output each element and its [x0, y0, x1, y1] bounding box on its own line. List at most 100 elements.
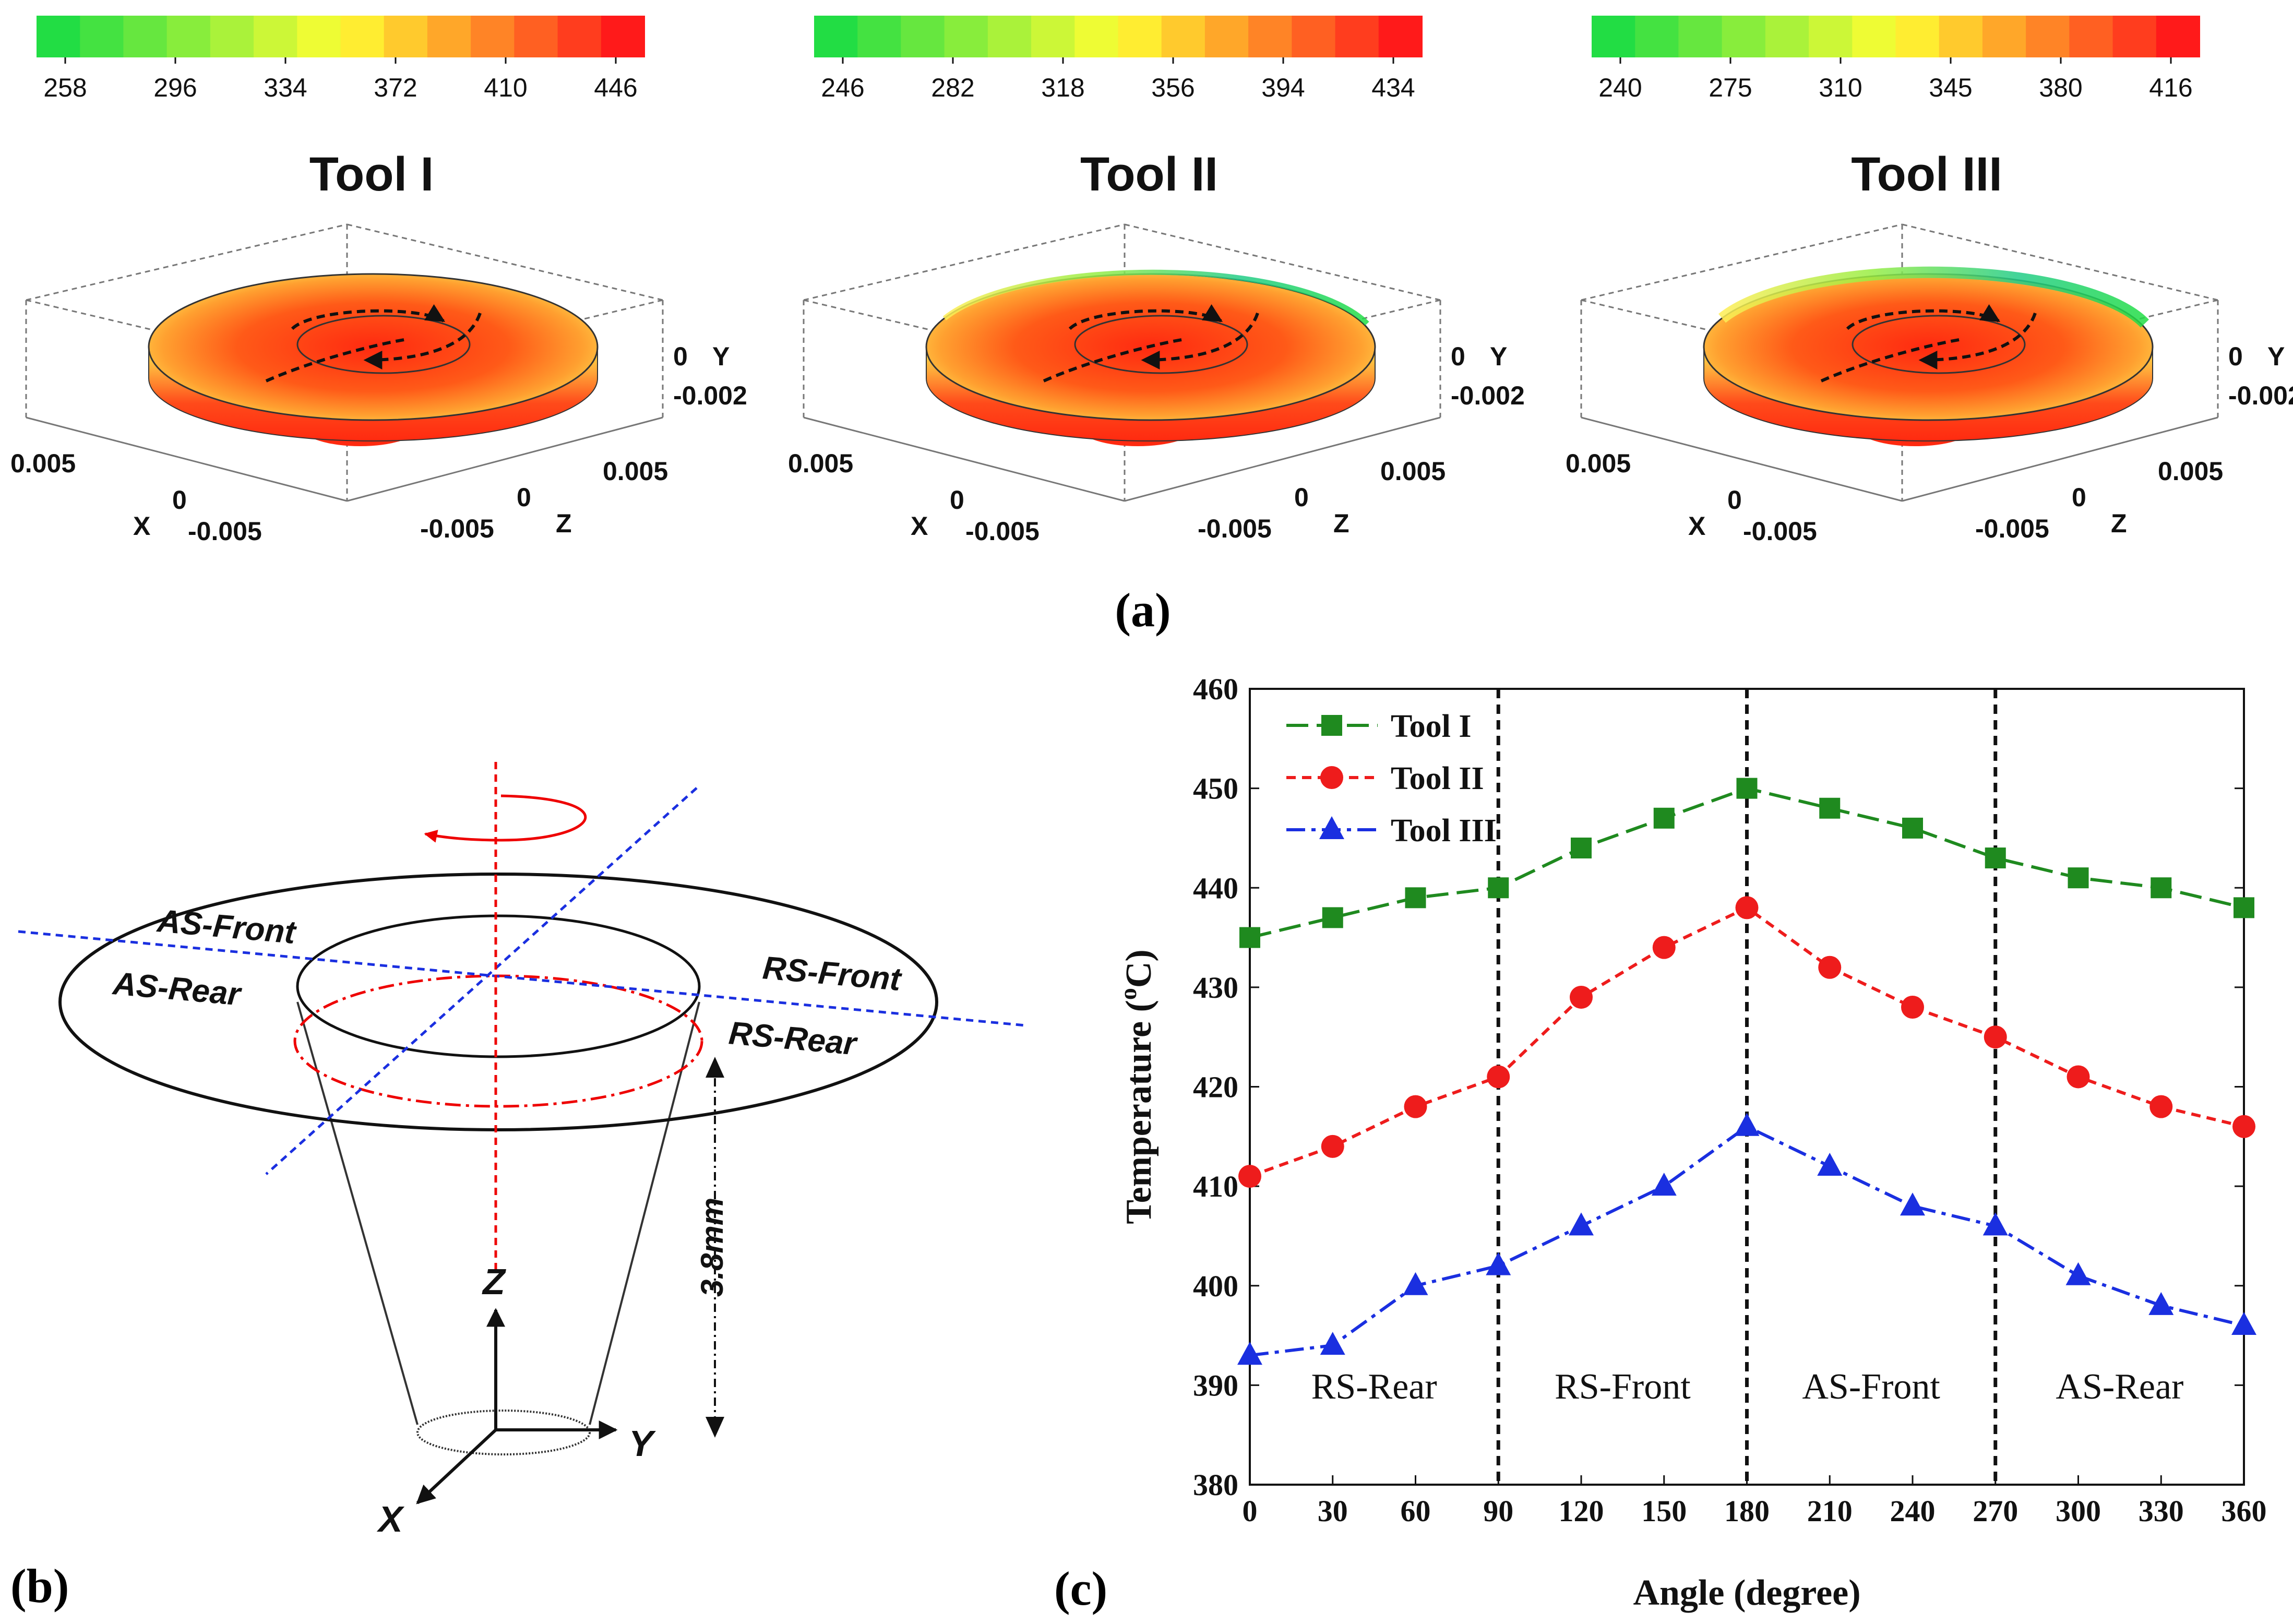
label-rs-rear: RS-Rear	[727, 1015, 859, 1062]
tick-y-neg: -0.002	[2228, 381, 2293, 410]
colorbar-tick-label: 410	[484, 73, 527, 102]
data-point	[1320, 1332, 1345, 1355]
colorbar-tick-label: 334	[264, 73, 307, 102]
data-point	[1651, 1173, 1677, 1196]
legend-marker	[1321, 715, 1342, 736]
data-point	[1818, 956, 1842, 979]
data-point	[2065, 1262, 2091, 1285]
panel-b-label: (b)	[10, 1559, 69, 1613]
data-point	[1653, 807, 1675, 829]
data-point	[1237, 1342, 1262, 1365]
colorbar-segment	[471, 16, 515, 57]
x-tick-label: 360	[2222, 1494, 2267, 1528]
colorbar-tick-label: 318	[1041, 73, 1084, 102]
dimension-arrow-bottom	[706, 1417, 724, 1438]
data-point	[1571, 838, 1592, 858]
flow-arrow-diag	[1043, 338, 1185, 383]
tick-y-zero: 0	[1451, 342, 1465, 371]
colorbar-tick-label: 258	[43, 73, 87, 102]
y-axis-label: Temperature (oC)	[1115, 949, 1159, 1224]
colorbar-tick-label: 310	[1819, 73, 1862, 102]
probe-outline	[1074, 315, 1248, 374]
disk-cold-rim	[1718, 266, 2149, 328]
axis-box-edge	[1581, 223, 1903, 301]
tick-x-pos: 0.005	[10, 449, 76, 478]
colorbar-segment	[210, 16, 255, 57]
rotation-arrow	[424, 794, 587, 843]
axis-box-edge	[26, 416, 348, 502]
probe-bottom-ellipse	[416, 1410, 591, 1455]
colorbar-segment	[1939, 16, 1983, 57]
probe-right-edge	[589, 1001, 700, 1425]
colorbar-segment	[1982, 16, 2027, 57]
panel-c-chart: 380 390 400 410 420 430 440 450 460 0 30 60 90 120 150…	[1115, 672, 2267, 1613]
x-tick-label: 180	[1724, 1494, 1770, 1528]
data-point	[1238, 1165, 1261, 1188]
data-point	[1819, 797, 1841, 819]
axis-label-y: Y	[1490, 342, 1507, 371]
x-tick-label: 330	[2139, 1494, 2184, 1528]
colorbar-segment	[814, 16, 858, 57]
y-tick-label: 400	[1193, 1269, 1238, 1303]
colorbar-segment	[1204, 16, 1249, 57]
axis-label-x: X	[1688, 511, 1705, 541]
tool-title: Tool II	[1080, 148, 1218, 201]
legend-marker	[1319, 816, 1344, 839]
x-tick-label: 60	[1401, 1494, 1431, 1528]
colorbar-segment	[2026, 16, 2070, 57]
axis-box-edge	[1124, 223, 1441, 301]
data-point	[1901, 996, 1924, 1019]
data-point	[1569, 1212, 1594, 1236]
probe-top-ellipse	[296, 914, 701, 1058]
probe-outline	[296, 315, 471, 374]
colorbar-tick-label: 416	[2149, 73, 2192, 102]
region-label: AS-Front	[1802, 1367, 1940, 1407]
x-tick-label: 210	[1807, 1494, 1853, 1528]
tick-x-zero: 0	[950, 485, 964, 515]
axis-box-edge	[1124, 416, 1441, 502]
colorbar-segment	[1722, 16, 1766, 57]
region-label: RS-Rear	[1311, 1367, 1437, 1407]
tool-title: Tool III	[1851, 148, 2002, 201]
x-tick-label: 240	[1890, 1494, 1936, 1528]
disk-cold-rim	[942, 269, 1369, 326]
tick-y-neg: -0.002	[1451, 381, 1525, 410]
y-tick-label: 410	[1193, 1169, 1238, 1203]
x-tick-label: 150	[1641, 1494, 1687, 1528]
colorbar-segment	[2069, 16, 2113, 57]
flow-arrow-bottom	[363, 313, 482, 369]
colorbar-segment	[1074, 16, 1119, 57]
axis-box-edge	[803, 416, 1125, 502]
probe-outline	[1852, 315, 2026, 374]
data-point	[1486, 1252, 1511, 1275]
data-point	[2232, 1115, 2255, 1138]
probe-section-ellipse	[293, 974, 703, 1108]
colorbar-segment	[1809, 16, 1853, 57]
colorbar-segment	[1592, 16, 1636, 57]
axis-box-edge	[803, 223, 1125, 301]
axis-label-y: Y	[2267, 342, 2285, 371]
y-tick-label: 450	[1193, 772, 1238, 806]
colorbar-segment	[2112, 16, 2157, 57]
colorbar-tick-label: 282	[931, 73, 974, 102]
data-point	[1405, 887, 1426, 909]
data-point	[1403, 1272, 1428, 1295]
colorbar-segment	[987, 16, 1032, 57]
colorbar-segment	[123, 16, 168, 57]
colorbar-segment	[297, 16, 341, 57]
colorbar-segment	[1895, 16, 1940, 57]
axis-box-edge	[26, 223, 348, 301]
colorbar-tick-label: 275	[1709, 73, 1752, 102]
colorbar-segment	[1248, 16, 1293, 57]
data-point	[1736, 778, 1758, 799]
panel-a-label: (a)	[1115, 583, 1171, 637]
colorbar-segment	[1292, 16, 1336, 57]
tick-z-pos: 0.005	[2158, 457, 2223, 486]
flow-arrow-diag	[265, 338, 408, 383]
colorbar-segment	[1378, 16, 1423, 57]
probe-left-edge	[296, 1001, 419, 1425]
